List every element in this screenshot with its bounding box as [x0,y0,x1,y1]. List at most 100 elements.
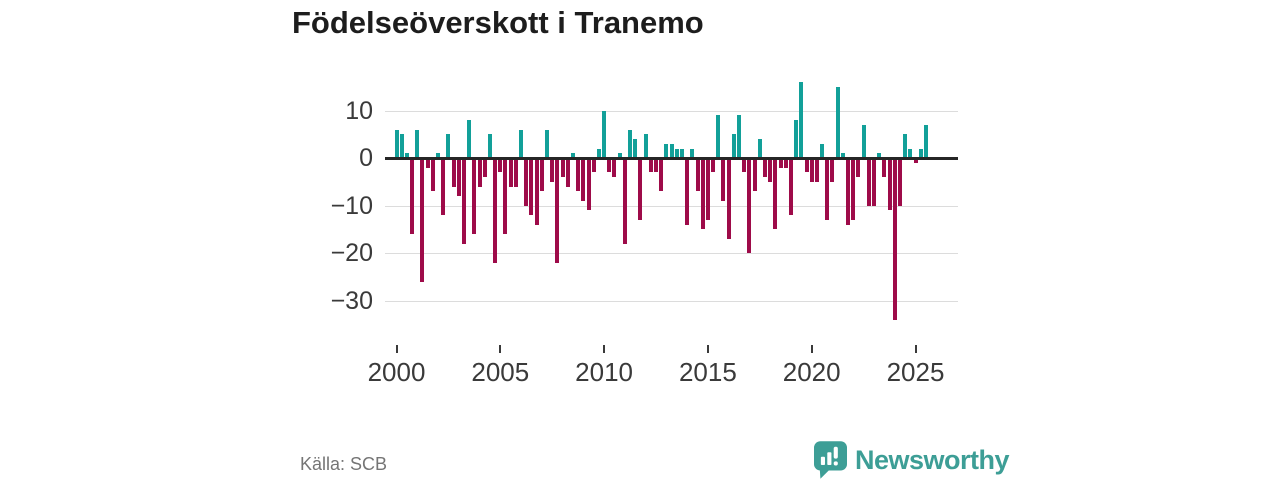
bar-2023Q3 [882,158,887,177]
bar-2019Q2 [794,120,799,158]
bar-2010Q4 [617,153,622,158]
bar-2012Q4 [659,158,664,192]
bar-2010Q1 [602,110,607,158]
x-axis-tick-label: 2020 [782,357,841,387]
bar-2021Q4 [846,158,851,225]
bar-2013Q3 [674,148,679,158]
chart-title: Födelseöverskott i Tranemo [292,5,704,40]
bar-2011Q4 [638,158,643,220]
x-axis-tick-label: 2010 [575,357,634,387]
bar-2022Q1 [851,158,856,220]
bar-2000Q1 [394,129,399,158]
bar-2016Q1 [726,158,731,239]
bar-2005Q1 [498,158,503,173]
bar-2011Q2 [628,129,633,158]
bar-2024Q1 [892,158,897,320]
bar-2005Q3 [508,158,513,187]
bar-2001Q2 [420,158,425,282]
bar-2025Q2 [918,148,923,158]
bar-2022Q4 [866,158,871,206]
gridline [385,205,958,207]
bar-2006Q1 [519,129,524,158]
bar-2015Q4 [721,158,726,201]
bar-2014Q3 [695,158,700,192]
y-axis-tick-label: −20 [330,239,373,267]
bar-2001Q1 [415,129,420,158]
y-axis-tick-label: −10 [330,191,373,220]
bar-2002Q3 [446,134,451,158]
bar-2012Q2 [648,158,653,173]
y-axis-tick-label: 0 [359,144,373,172]
bar-2017Q4 [762,158,767,177]
bar-2001Q3 [425,158,430,168]
bar-2021Q2 [835,86,840,158]
bar-2007Q1 [539,158,544,192]
bar-2013Q4 [679,148,684,158]
bar-2018Q3 [778,158,783,168]
bar-2007Q2 [545,129,549,158]
bar-2024Q2 [897,158,902,206]
bar-2004Q4 [493,158,498,263]
x-axis-tick [810,345,813,353]
bar-2008Q3 [570,153,575,158]
bar-2003Q4 [472,158,477,234]
bar-2003Q2 [461,158,466,244]
x-axis-tick [914,345,917,353]
bar-2004Q1 [477,158,482,187]
bar-2019Q1 [788,158,793,215]
bar-2017Q1 [747,158,752,253]
bar-2004Q3 [487,134,492,158]
bar-2015Q2 [711,158,716,173]
newsworthy-chart-bubble-icon [814,441,847,479]
bar-2008Q4 [576,158,581,192]
x-axis-tick-label: 2015 [678,357,737,387]
zero-line [385,157,958,160]
bar-2020Q1 [809,158,814,182]
brand-name: Newsworthy [855,444,1010,475]
bar-2007Q3 [550,158,555,182]
bar-2009Q4 [596,148,601,158]
source-note: Källa: SCB [300,454,388,474]
x-axis-tick-label: 2025 [886,357,945,387]
bar-2015Q1 [705,158,710,220]
y-axis-tick-label: −30 [330,286,373,315]
bar-2019Q4 [804,158,809,173]
x-axis-tick-label: 2000 [367,357,426,387]
bar-2000Q3 [404,153,409,158]
bar-2021Q1 [830,158,835,182]
bar-2002Q4 [451,158,456,187]
bar-2018Q1 [768,158,773,182]
gridline [385,253,958,254]
bar-2002Q1 [436,153,441,158]
bar-2004Q2 [482,158,487,177]
brand-footer: Newsworthy [814,441,1010,479]
bar-2024Q4 [908,148,913,158]
bar-2003Q1 [456,158,461,196]
bar-2020Q2 [814,158,819,182]
bar-2022Q3 [861,124,866,158]
bar-2009Q2 [586,158,591,211]
bar-2024Q3 [903,134,908,158]
bar-2017Q2 [752,158,757,192]
bar-2022Q2 [856,158,861,177]
bar-2003Q3 [467,120,472,158]
bar-2014Q2 [690,148,695,158]
bar-2023Q1 [871,158,876,206]
x-axis-tick [706,345,709,353]
bar-2014Q4 [700,158,705,230]
bar-2020Q4 [825,158,830,220]
x-axis-tick [603,345,606,353]
x-axis-tick [395,345,398,353]
bar-2013Q2 [669,143,674,158]
bar-2008Q2 [565,158,570,187]
bar-2016Q2 [731,134,736,158]
bar-2006Q2 [524,158,529,206]
bar-2018Q4 [783,158,788,168]
bar-2011Q1 [622,158,627,244]
bar-2012Q3 [654,158,658,173]
bar-2025Q1 [913,158,918,163]
bar-2016Q3 [737,115,742,158]
bar-2018Q2 [773,158,778,230]
bar-2006Q4 [534,158,539,225]
